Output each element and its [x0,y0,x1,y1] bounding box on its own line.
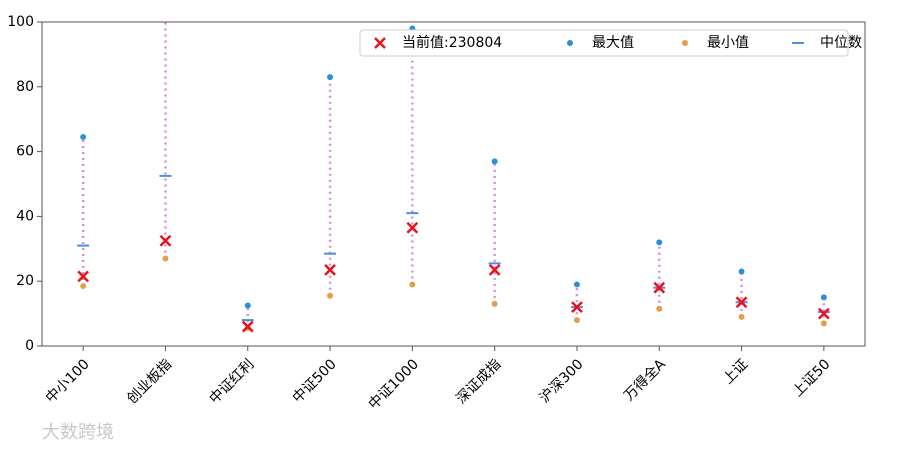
y-tick-label: 100 [7,14,34,30]
y-tick-label: 80 [16,79,34,95]
x-tick-label: 深证成指 [453,356,504,407]
plot-frame [41,21,866,347]
x-stroke [324,263,336,276]
point [80,283,87,290]
x-tick-label: 中证1000 [366,356,422,412]
x-tick-label: 沪深300 [537,356,587,406]
x-tick-label: 中证500 [290,356,340,406]
x-stroke [653,281,666,294]
point [820,320,827,327]
point [77,270,90,283]
legend-marker [682,40,688,46]
point [244,302,251,309]
x-tick-label: 万得全A [620,355,669,404]
x-stroke [406,221,419,234]
y-tick-label: 20 [16,273,34,289]
point [409,281,416,288]
legend-label: 最小值 [707,35,749,51]
y-tick-label: 40 [16,208,34,224]
point [653,281,666,294]
point [738,268,745,275]
point [820,294,827,301]
point [573,281,580,288]
point [735,296,748,309]
x-tick-label: 上证 [720,356,751,387]
point [656,305,663,312]
legend-label: 最大值 [592,35,634,51]
point [738,313,745,320]
x-stroke [374,37,386,49]
legend-marker [567,40,573,46]
point [159,234,172,247]
x-stroke [77,270,90,283]
point [327,292,334,299]
legend: 当前值:230804 最大值 最小值 中位数 [359,29,862,57]
x-tick-label: 上证50 [790,356,834,400]
point [327,74,334,81]
y-tick-label: 60 [16,144,34,160]
point [656,239,663,246]
point [573,317,580,324]
point [488,263,501,276]
x-stroke [571,301,583,314]
x-stroke [159,234,172,247]
legend-box [359,29,849,57]
x-tick-label: 中小100 [43,356,93,406]
point [162,255,169,262]
point [406,221,419,234]
legend-label: 当前值:230804 [402,34,502,51]
legend-marker [374,37,386,49]
x-tick-label: 中证红利 [206,356,257,407]
point [491,300,498,307]
point [324,263,336,276]
point [80,134,87,141]
y-tick-label: 0 [25,338,34,354]
plot-area [77,22,830,333]
point [571,301,583,314]
x-stroke [241,320,254,333]
legend-label: 中位数 [820,35,862,51]
point [817,307,830,320]
point [491,158,498,165]
x-stroke [488,263,501,276]
x-tick-label: 创业板指 [124,356,175,407]
x-stroke [817,307,830,320]
x-stroke [735,296,748,309]
watermark: 大数跨境 [42,422,114,443]
point [241,320,254,333]
